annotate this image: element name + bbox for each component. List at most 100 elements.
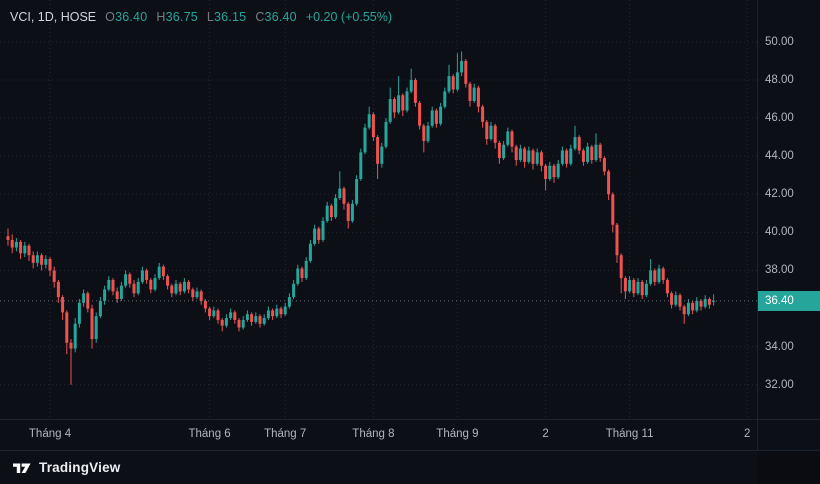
candle-body — [556, 163, 560, 178]
price-tick-label: 42.00 — [765, 188, 794, 201]
candle-body — [607, 171, 611, 195]
time-axis-label: Tháng 11 — [605, 428, 654, 440]
candle-body — [27, 245, 31, 256]
candle-body — [409, 79, 413, 92]
candle-body — [103, 289, 107, 301]
candle-body — [107, 279, 111, 290]
candle-body — [132, 283, 136, 294]
candle-body — [581, 150, 585, 162]
candle-body — [523, 148, 527, 162]
candle-body — [149, 279, 153, 290]
candle-body — [266, 310, 270, 319]
candle-body — [233, 312, 237, 320]
candle-body — [640, 281, 644, 296]
candle-body — [544, 165, 548, 180]
candle-body — [514, 146, 518, 160]
last-price-badge: 36.40 — [758, 290, 820, 311]
candle-body — [695, 300, 699, 311]
candle-body — [623, 278, 627, 292]
chart-pane[interactable]: VCI, 1D, HOSE O36.40 H36.75 L36.15 C36.4… — [0, 0, 757, 419]
candle-body — [577, 137, 581, 151]
candle-body — [73, 323, 77, 349]
time-axis-label: Tháng 8 — [352, 428, 395, 440]
candle-body — [258, 316, 262, 324]
candle-body — [119, 285, 123, 300]
price-tick-label: 50.00 — [765, 35, 794, 48]
candle-body — [329, 205, 333, 218]
candle-body — [388, 99, 392, 122]
high-value: H36.75 — [156, 10, 198, 24]
candle-body — [334, 198, 338, 218]
candle-body — [275, 308, 279, 317]
candle-body — [317, 228, 321, 240]
candle-body — [460, 60, 464, 73]
tradingview-brand[interactable]: TradingView — [39, 460, 121, 475]
candle-body — [6, 236, 10, 240]
candle-body — [115, 291, 119, 300]
candle-body — [56, 281, 60, 298]
candle-body — [510, 131, 514, 147]
candle-body — [279, 308, 283, 315]
candle-body — [77, 302, 81, 324]
open-number: 36.40 — [115, 10, 148, 24]
candle-body — [229, 312, 233, 319]
candle-body — [615, 224, 619, 256]
candle-body — [703, 299, 707, 307]
candle-body — [342, 188, 346, 204]
candle-body — [611, 194, 615, 225]
candle-body — [598, 144, 602, 159]
candle-body — [573, 137, 577, 149]
symbol-title[interactable]: VCI, 1D, HOSE — [10, 10, 97, 24]
price-axis[interactable]: 36.40 50.00 48.00 46.00 44.00 42.00 40.00 38.0… — [757, 0, 820, 419]
candle-body — [418, 102, 422, 126]
footer-bar: TradingView — [0, 450, 820, 484]
time-axis-label: 2 — [542, 428, 549, 440]
candle-body — [434, 110, 438, 124]
candle-body — [481, 106, 485, 122]
low-number: 36.15 — [214, 10, 247, 24]
candle-body — [355, 179, 359, 204]
candle-body — [699, 300, 703, 307]
change-value: +0.20 (+0.55%) — [305, 10, 392, 24]
candle-body — [321, 220, 325, 240]
candle-body — [94, 316, 98, 340]
time-axis-label: Tháng 4 — [28, 428, 72, 440]
high-number: 36.75 — [165, 10, 198, 24]
candle-body — [61, 297, 65, 313]
candle-body — [98, 300, 102, 317]
candle-body — [82, 293, 86, 303]
candle-body — [359, 152, 363, 180]
candle-body — [628, 279, 632, 292]
candle-body — [527, 150, 531, 162]
candle-body — [10, 239, 14, 248]
candlestick-chart[interactable] — [0, 0, 757, 419]
candle-body — [350, 203, 354, 221]
candle-body — [493, 125, 497, 143]
candle-body — [23, 245, 27, 254]
candle-body — [52, 270, 56, 282]
price-tick-label: 40.00 — [765, 226, 794, 239]
candle-body — [661, 268, 665, 280]
candle-body — [657, 268, 661, 282]
candle-body — [539, 152, 543, 166]
candle-body — [90, 308, 94, 340]
candle-body — [464, 60, 468, 84]
candle-body — [338, 188, 342, 199]
candle-body — [518, 148, 522, 160]
candle-body — [241, 319, 245, 328]
candle-body — [644, 283, 648, 296]
candle-body — [674, 295, 678, 305]
candle-body — [300, 268, 304, 279]
candle-body — [31, 255, 35, 263]
tradingview-logo-icon[interactable] — [12, 460, 32, 476]
candle-body — [65, 312, 69, 343]
candle-body — [283, 306, 287, 315]
candle-body — [485, 121, 489, 140]
candle-body — [548, 165, 552, 180]
candle-body — [380, 146, 384, 164]
time-axis[interactable]: Tháng 4 Tháng 6 Tháng 7 Tháng 8 Tháng 9 2 Thán… — [0, 419, 757, 450]
candle-body — [451, 76, 455, 90]
candle-body — [401, 95, 405, 111]
candle-body — [636, 281, 640, 294]
